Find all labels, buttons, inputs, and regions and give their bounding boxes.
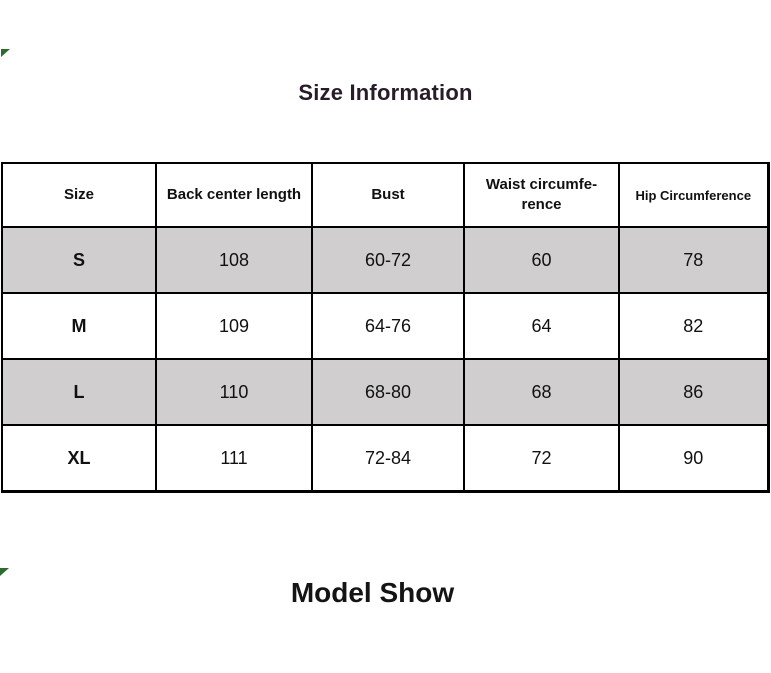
measurement-cell: 90: [618, 424, 769, 493]
column-header: Waist circumfe- rence: [463, 162, 620, 229]
measurement-cell: 60-72: [311, 226, 465, 295]
column-header: Back center length: [155, 162, 313, 229]
table-row: M 109 64-76 64 82: [1, 292, 769, 361]
size-cell: XL: [1, 424, 157, 493]
model-show-title: Model Show: [290, 577, 455, 609]
measurement-cell: 72: [463, 424, 620, 493]
table-row: L 110 68-80 68 86: [1, 358, 769, 427]
measurement-cell: 68: [463, 358, 620, 427]
measurement-cell: 64-76: [311, 292, 465, 361]
measurement-cell: 108: [155, 226, 313, 295]
table-row: S 108 60-72 60 78: [1, 226, 769, 295]
measurement-cell: 78: [618, 226, 769, 295]
measurement-cell: 82: [618, 292, 769, 361]
size-table-body: S 108 60-72 60 78 M 109 64-76 64 82 L 110 68-80 68 86 X…: [1, 226, 769, 493]
size-cell: L: [1, 358, 157, 427]
measurement-cell: 110: [155, 358, 313, 427]
measurement-cell: 60: [463, 226, 620, 295]
size-table-head-row: Size Back center length Bust Waist circumfe…: [1, 162, 769, 229]
measurement-cell: 64: [463, 292, 620, 361]
table-row: XL 111 72-84 72 90: [1, 424, 769, 493]
measurement-cell: 111: [155, 424, 313, 493]
green-corner-accent-top: [1, 49, 10, 57]
measurement-cell: 68-80: [311, 358, 465, 427]
column-header: Bust: [311, 162, 465, 229]
column-header: Hip Circumference: [618, 162, 769, 229]
size-cell: M: [1, 292, 157, 361]
size-cell: S: [1, 226, 157, 295]
measurement-cell: 86: [618, 358, 769, 427]
size-table: Size Back center length Bust Waist circumfe…: [1, 162, 770, 494]
column-header: Size: [1, 162, 157, 229]
size-information-title: Size Information: [298, 80, 473, 105]
measurement-cell: 109: [155, 292, 313, 361]
size-table-head: Size Back center length Bust Waist circumfe…: [1, 162, 769, 229]
measurement-cell: 72-84: [311, 424, 465, 493]
green-corner-accent-bottom: [0, 568, 9, 576]
